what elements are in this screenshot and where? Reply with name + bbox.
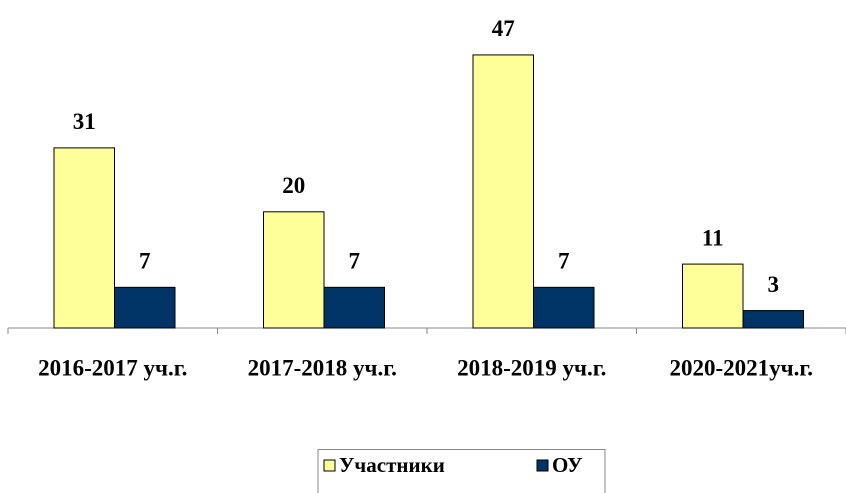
value-label: 11 (702, 225, 724, 250)
value-label: 7 (139, 249, 151, 274)
bar (472, 54, 534, 329)
bar (682, 263, 744, 329)
value-label: 3 (768, 272, 780, 297)
legend-swatch (536, 459, 549, 472)
value-label: 7 (558, 249, 570, 274)
bar (53, 147, 115, 329)
value-label: 20 (282, 173, 305, 198)
bar (114, 286, 176, 329)
legend-label: ОУ (552, 453, 583, 477)
bar (742, 310, 804, 329)
x-tick-label: 2020-2021уч.г. (670, 355, 813, 380)
bar (533, 286, 595, 329)
legend-label: Участники (339, 453, 445, 477)
value-label: 7 (349, 249, 361, 274)
value-label: 47 (492, 16, 515, 41)
x-tick-label: 2018-2019 уч.г. (457, 355, 606, 380)
legend-box (317, 449, 606, 493)
bar (323, 286, 385, 329)
legend-swatch (323, 459, 336, 472)
x-tick-label: 2017-2018 уч.г. (248, 355, 397, 380)
bar (263, 211, 325, 329)
x-tick-label: 2016-2017 уч.г. (38, 355, 187, 380)
value-label: 31 (73, 109, 96, 134)
